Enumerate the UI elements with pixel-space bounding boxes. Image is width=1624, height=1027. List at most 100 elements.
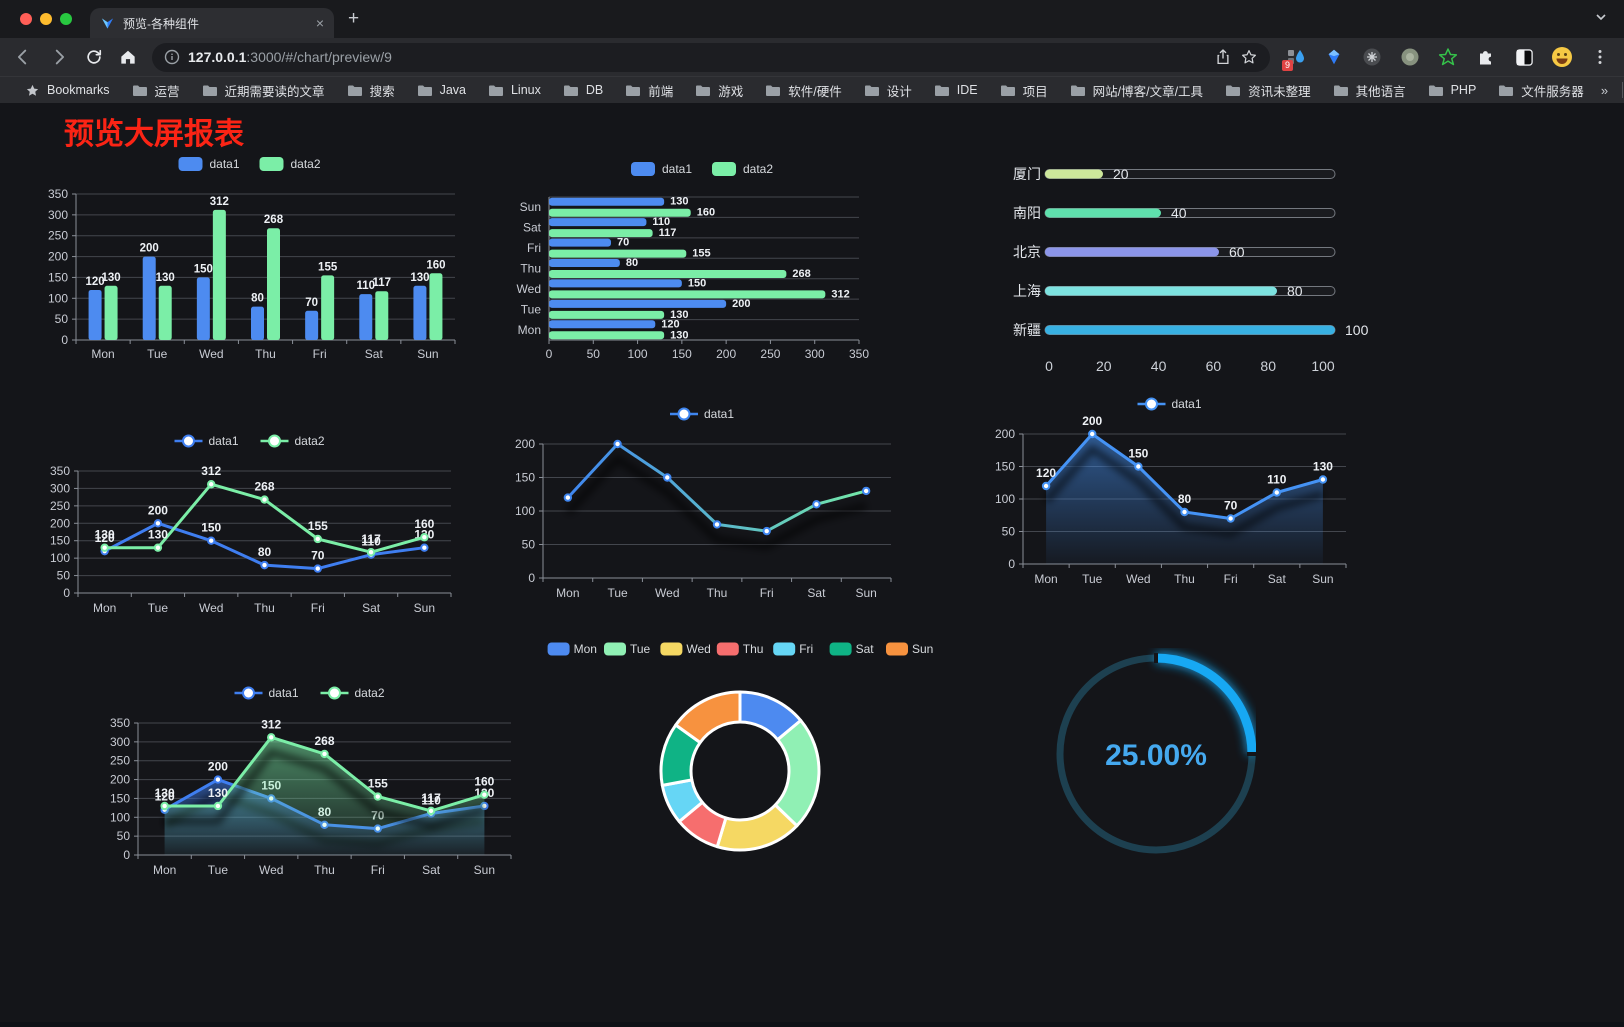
folder-icon	[1070, 85, 1085, 96]
svg-text:150: 150	[672, 347, 692, 361]
svg-text:130: 130	[95, 528, 115, 542]
svg-text:80: 80	[251, 293, 264, 305]
bookmark-item[interactable]: 项目	[989, 77, 1059, 103]
bookmark-item[interactable]: 近期需要读的文章	[191, 77, 336, 103]
svg-text:data2: data2	[295, 434, 325, 448]
url-bar[interactable]: 127.0.0.1:3000/#/chart/preview/9	[152, 42, 1270, 72]
legend[interactable]: data1	[670, 407, 734, 421]
bookmark-item[interactable]: 运营	[121, 77, 191, 103]
star-extension-icon[interactable]	[1436, 45, 1460, 69]
folder-icon	[1499, 85, 1514, 96]
chevron-down-icon[interactable]	[1594, 10, 1608, 29]
reload-icon[interactable]	[84, 47, 104, 67]
svg-text:Thu: Thu	[255, 347, 276, 361]
bookmark-item[interactable]: PHP	[1417, 77, 1488, 103]
svg-text:data1: data1	[210, 157, 240, 171]
svg-text:Sun: Sun	[474, 863, 495, 877]
svg-text:Wed: Wed	[517, 282, 541, 296]
svg-text:0: 0	[61, 333, 68, 347]
bookmark-item[interactable]: 资讯未整理	[1214, 77, 1322, 103]
gem-extension-icon[interactable]	[1322, 45, 1346, 69]
bookmark-item[interactable]: 搜索	[336, 77, 406, 103]
bookmark-star-icon[interactable]	[1240, 48, 1258, 66]
bookmark-item[interactable]: 软件/硬件	[754, 77, 852, 103]
svg-text:200: 200	[110, 773, 130, 787]
svg-text:data1: data1	[209, 434, 239, 448]
svg-text:130: 130	[670, 329, 688, 341]
svg-text:150: 150	[688, 277, 706, 289]
share-icon[interactable]	[1214, 48, 1232, 66]
bookmarks-manager-button[interactable]: Bookmarks	[14, 77, 121, 103]
bookmark-item[interactable]: 网站/博客/文章/工具	[1059, 77, 1214, 103]
svg-text:Wed: Wed	[655, 586, 679, 600]
svg-text:Sat: Sat	[422, 863, 441, 877]
legend[interactable]: data1 data2	[234, 686, 385, 700]
svg-text:80: 80	[258, 545, 272, 559]
svg-text:130: 130	[156, 272, 175, 284]
profile-avatar[interactable]	[1550, 45, 1574, 69]
svg-text:Sun: Sun	[912, 642, 933, 656]
chart-line-gradient: 0 50 100 150 200 Mon Tue Wed Thu Fri Sat Sun data1	[505, 398, 905, 610]
svg-text:300: 300	[48, 208, 68, 222]
url-host: 127.0.0.1	[188, 49, 247, 65]
bookmark-item[interactable]: Java	[406, 77, 477, 103]
home-icon[interactable]	[118, 47, 138, 67]
area-single-svg: 0 50 100 150 200 Mon Tue Wed Thu Fri Sat Sun 120 200 1…	[995, 397, 1347, 586]
tab-close-icon[interactable]: ×	[315, 15, 324, 31]
legend[interactable]: data1 data2	[178, 157, 321, 171]
legend[interactable]: data1	[1137, 397, 1202, 411]
folder-icon	[766, 85, 781, 96]
svg-text:120: 120	[85, 276, 104, 288]
bookmark-item[interactable]: 前端	[614, 77, 684, 103]
chart-donut: Mon Tue Wed Thu Fri Sat Sun	[540, 633, 940, 888]
legend[interactable]: data1 data2	[174, 434, 325, 448]
svg-text:100: 100	[50, 551, 70, 565]
close-window-button[interactable]	[20, 13, 32, 25]
back-icon[interactable]	[12, 46, 34, 68]
adblock-extension-icon[interactable]: 9	[1282, 45, 1308, 71]
extension-badge: 9	[1282, 60, 1294, 71]
svg-text:data1: data1	[1172, 397, 1202, 411]
bookmark-item[interactable]: 游戏	[684, 77, 754, 103]
command-extension-icon[interactable]	[1360, 45, 1384, 69]
bookmark-item[interactable]: DB	[552, 77, 614, 103]
site-info-icon[interactable]	[164, 49, 180, 65]
svg-text:南阳: 南阳	[1013, 205, 1041, 221]
svg-text:Sat: Sat	[1268, 572, 1287, 586]
menu-icon[interactable]	[1588, 45, 1612, 69]
svg-text:150: 150	[194, 263, 213, 275]
svg-text:117: 117	[659, 227, 677, 239]
bookmark-item[interactable]: IDE	[923, 77, 989, 103]
bookmark-item[interactable]: Linux	[477, 77, 552, 103]
minimize-window-button[interactable]	[40, 13, 52, 25]
svg-text:Mon: Mon	[518, 323, 541, 337]
svg-text:350: 350	[849, 347, 869, 361]
tab-strip: 预览-各种组件 × +	[0, 0, 1624, 38]
bookmark-item[interactable]: 设计	[853, 77, 923, 103]
bookmark-item[interactable]: 其他语言	[1322, 77, 1417, 103]
contrast-extension-icon[interactable]	[1512, 45, 1536, 69]
bookmark-item[interactable]: 文件服务器	[1487, 77, 1595, 103]
svg-text:50: 50	[117, 829, 131, 843]
svg-text:Sun: Sun	[855, 586, 876, 600]
svg-text:250: 250	[760, 347, 780, 361]
new-tab-button[interactable]: +	[348, 8, 360, 29]
svg-text:Fri: Fri	[799, 642, 813, 656]
extensions-puzzle-icon[interactable]	[1474, 45, 1498, 69]
svg-text:data2: data2	[291, 157, 321, 171]
browser-tab[interactable]: 预览-各种组件 ×	[90, 8, 334, 38]
circle-extension-icon[interactable]	[1398, 45, 1422, 69]
forward-icon[interactable]	[48, 46, 70, 68]
legend[interactable]: Mon Tue Wed Thu Fri Sat Sun	[547, 642, 934, 656]
maximize-window-button[interactable]	[60, 13, 72, 25]
bookmarks-overflow-button[interactable]: »	[1600, 82, 1609, 98]
svg-text:Sun: Sun	[520, 200, 541, 214]
legend[interactable]: data1 data2	[631, 162, 773, 176]
folder-icon	[934, 85, 949, 96]
folder-icon	[132, 85, 147, 96]
svg-text:Thu: Thu	[314, 863, 335, 877]
bar-grouped-svg: 0 50 100 150 200 250 300 350 Mon Tue Wed Thu Fri Sat S…	[48, 157, 456, 361]
svg-text:117: 117	[361, 532, 381, 546]
svg-text:Sat: Sat	[807, 586, 826, 600]
svg-text:130: 130	[670, 309, 688, 321]
